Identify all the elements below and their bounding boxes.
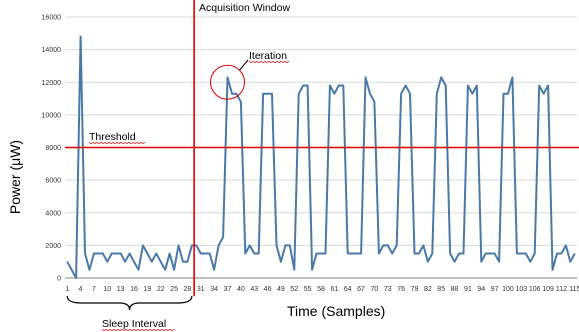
y-tick-labels: 0 2000 4000 6000 8000 10000 12000 14000 16000 [42, 15, 62, 283]
power-series-line [66, 35, 576, 279]
x-tick-label: 58 [317, 286, 325, 293]
sleep-spellcheck-underline [101, 329, 175, 331]
x-tick-label: 70 [371, 286, 379, 293]
x-tick-label: 103 [516, 286, 528, 293]
iteration-spellcheck-underline [248, 61, 290, 63]
iteration-label: Iteration [249, 50, 287, 62]
x-tick-label: 67 [357, 286, 365, 293]
x-tick-label: 82 [424, 286, 432, 293]
x-tick-label: 22 [157, 286, 165, 293]
x-tick-label: 19 [143, 286, 151, 293]
x-tick-label: 106 [529, 286, 541, 293]
y-tick-label: 14000 [42, 47, 62, 54]
x-tick-label: 40 [237, 286, 245, 293]
x-tick-label: 115 [569, 286, 579, 293]
y-axis-title: Power (μW) [7, 140, 23, 214]
x-tick-label: 85 [437, 286, 445, 293]
x-tick-label: 4 [79, 286, 83, 293]
x-tick-label: 94 [477, 286, 485, 293]
x-tick-label: 1 [65, 286, 69, 293]
threshold-spellcheck-underline [88, 142, 146, 144]
x-tick-label: 13 [117, 286, 125, 293]
y-tick-label: 0 [57, 276, 61, 283]
x-tick-label: 25 [170, 286, 178, 293]
x-tick-label: 79 [411, 286, 419, 293]
x-tick-label: 61 [330, 286, 338, 293]
x-tick-label: 7 [92, 286, 96, 293]
x-tick-label: 10 [103, 286, 111, 293]
x-tick-label: 28 [184, 286, 192, 293]
iteration-pointer [239, 59, 249, 71]
x-tick-label: 55 [304, 286, 312, 293]
x-tick-label: 100 [502, 286, 514, 293]
x-axis-title: Time (Samples) [287, 303, 385, 319]
y-tick-label: 4000 [45, 210, 61, 217]
x-tick-label: 97 [491, 286, 499, 293]
x-tick-label: 37 [224, 286, 232, 293]
sleep-interval-brace [66, 295, 193, 311]
x-tick-label: 112 [556, 286, 567, 293]
x-tick-label: 49 [277, 286, 285, 293]
x-tick-label: 43 [250, 286, 258, 293]
sleep-interval-label: Sleep Interval [102, 318, 166, 330]
acquisition-window-label: Acquisition Window [199, 2, 290, 14]
iteration-circle [210, 64, 246, 100]
x-tick-label: 46 [264, 286, 272, 293]
series-group [66, 35, 576, 279]
y-tick-label: 2000 [45, 243, 61, 250]
threshold-label: Threshold [89, 131, 136, 143]
x-tick-label: 34 [210, 286, 218, 293]
x-tick-labels: 1 4 7 10 13 16 19 22 25 28 31 34 37 40 43 46 49 52 55 58 61 6… [65, 286, 579, 293]
y-tick-label: 6000 [45, 178, 61, 185]
x-tick-label: 64 [344, 286, 352, 293]
y-tick-label: 10000 [42, 112, 62, 119]
x-tick-label: 76 [397, 286, 405, 293]
x-tick-label: 52 [290, 286, 298, 293]
x-tick-label: 91 [464, 286, 472, 293]
x-tick-label: 109 [542, 286, 554, 293]
y-tick-label: 16000 [42, 15, 62, 22]
y-tick-label: 8000 [45, 145, 61, 152]
y-tick-label: 12000 [42, 80, 62, 87]
x-tick-label: 16 [130, 286, 138, 293]
x-tick-label: 73 [384, 286, 392, 293]
x-tick-label: 31 [197, 286, 205, 293]
x-tick-label: 88 [451, 286, 459, 293]
